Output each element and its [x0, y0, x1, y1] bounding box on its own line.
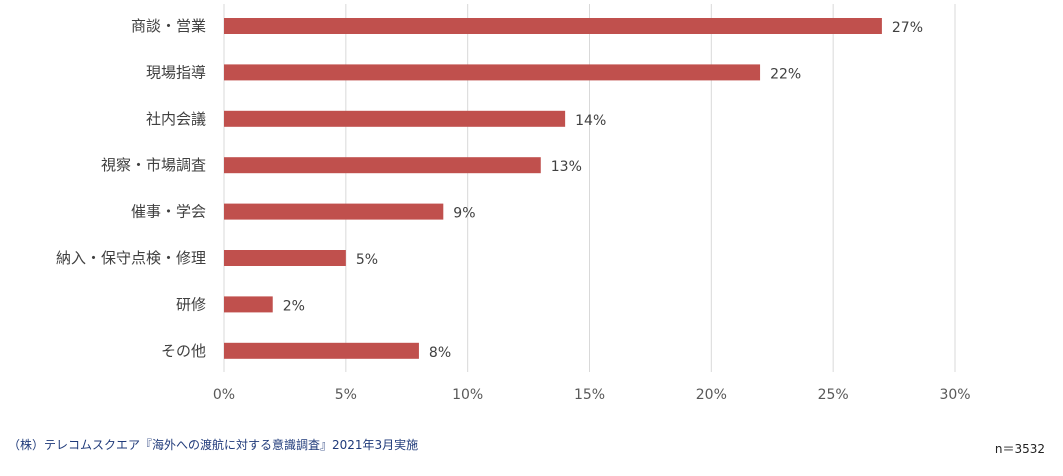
labels: 0% 5% 10% 15% 20% 25% 30% 商談・営業 27% 現場指導 22% 社内会議 14…: [56, 17, 971, 403]
data-label: 27%: [892, 20, 923, 36]
bar-6: [224, 250, 346, 266]
data-label: 14%: [575, 113, 606, 129]
data-label: 8%: [429, 345, 451, 361]
x-tick-label: 5%: [335, 387, 357, 403]
bar-2: [224, 64, 761, 81]
bar-5: [224, 203, 444, 220]
category-label: 視察・市場調査: [101, 156, 206, 174]
category-label: 現場指導: [146, 63, 206, 81]
category-label: 催事・学会: [131, 203, 206, 221]
data-label: 9%: [453, 206, 475, 222]
category-label: 研修: [176, 295, 206, 313]
x-tick-label: 30%: [939, 387, 970, 403]
gridlines: [223, 4, 956, 372]
x-tick-label: 15%: [574, 387, 605, 403]
bar-3: [224, 110, 566, 127]
data-label: 2%: [283, 298, 305, 314]
category-label: その他: [161, 342, 206, 360]
x-tick-label: 25%: [818, 387, 849, 403]
x-tick-label: 10%: [452, 387, 483, 403]
category-label: 社内会議: [146, 110, 206, 128]
x-tick-label: 20%: [696, 387, 727, 403]
sample-size: n＝3532: [994, 442, 1045, 456]
bar-8: [224, 342, 419, 359]
source-note: （株）テレコムスクエア『海外への渡航に対する意識調査』2021年3月実施: [8, 438, 419, 452]
bar-4: [224, 157, 541, 174]
category-label: 納入・保守点検・修理: [56, 249, 206, 267]
bars: [224, 18, 882, 359]
category-label: 商談・営業: [131, 17, 206, 35]
data-label: 5%: [356, 252, 378, 268]
bar-7: [224, 296, 273, 313]
data-label: 13%: [551, 159, 582, 175]
x-tick-label: 0%: [213, 387, 235, 403]
bar-1: [224, 18, 882, 34]
data-label: 22%: [770, 66, 801, 82]
